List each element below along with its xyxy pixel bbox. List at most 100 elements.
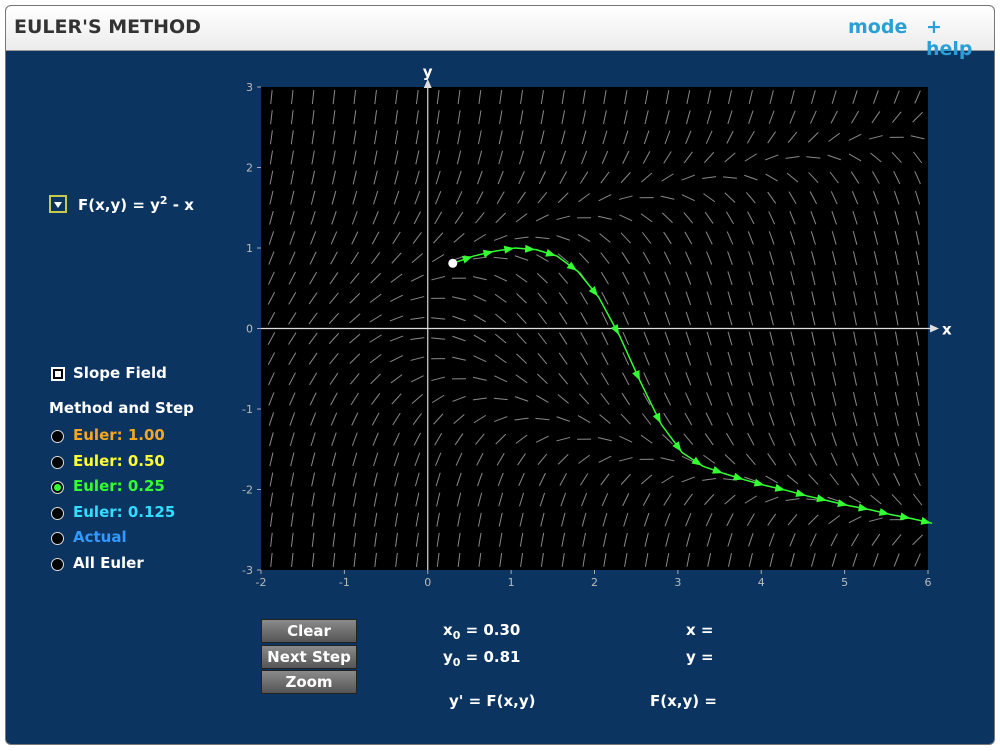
slope-segment <box>602 130 608 145</box>
method-radio[interactable] <box>51 481 64 494</box>
slope-segment <box>580 292 589 305</box>
slope-segment <box>395 90 398 105</box>
slope-segment <box>537 292 548 304</box>
slope-segment <box>683 433 694 445</box>
slope-segment <box>727 291 733 306</box>
slope-segment <box>790 271 795 286</box>
slope-segment <box>290 110 294 125</box>
slope-segment <box>727 331 733 346</box>
slope-segment <box>706 271 712 285</box>
slope-segment <box>894 432 900 447</box>
slope-segment <box>353 552 357 567</box>
slope-segment <box>623 532 628 547</box>
slope-segment <box>830 191 838 205</box>
slope-field-checkbox[interactable] <box>51 367 65 381</box>
slope-segment <box>768 432 776 446</box>
slope-segment <box>290 190 295 205</box>
slope-segment <box>661 475 674 484</box>
slope-segment <box>893 90 900 104</box>
mode-link[interactable]: mode <box>848 16 908 38</box>
slope-segment <box>540 130 545 145</box>
slope-segment <box>556 436 571 442</box>
slope-segment <box>288 332 297 345</box>
slope-segment <box>810 211 817 225</box>
method-radio[interactable] <box>51 506 64 520</box>
slope-segment <box>789 412 796 426</box>
slope-segment <box>538 171 546 185</box>
slope-segment <box>476 452 484 466</box>
method-label[interactable]: All Euler <box>73 553 144 572</box>
slope-segment <box>415 492 420 507</box>
slope-segment <box>291 90 294 105</box>
method-radio[interactable] <box>51 430 64 443</box>
slope-segment <box>622 493 630 507</box>
slope-segment <box>499 532 503 547</box>
slope-segment <box>415 130 420 145</box>
slope-segment <box>289 231 296 245</box>
slope-segment <box>910 135 925 140</box>
slope-segment <box>537 191 548 204</box>
slope-field-label[interactable]: Slope Field <box>73 364 167 382</box>
button[interactable]: Next Step <box>261 644 357 669</box>
slope-segment <box>413 432 421 446</box>
button[interactable]: Clear <box>261 619 357 643</box>
slope-segment <box>788 453 797 466</box>
y0-readout: y0 = 0.81 <box>443 648 520 669</box>
slope-segment <box>790 371 795 386</box>
slope-segment <box>414 190 421 205</box>
slope-segment <box>620 232 631 244</box>
slope-segment <box>681 194 695 202</box>
slope-segment <box>808 132 819 143</box>
slope-segment <box>558 352 568 365</box>
slope-segment <box>496 191 505 204</box>
equation-label: y' = F(x,y) <box>449 692 536 710</box>
slope-segment <box>706 532 712 547</box>
method-radio[interactable] <box>51 532 64 545</box>
slope-segment <box>310 412 317 426</box>
slope-segment <box>269 452 274 467</box>
y0-sub: 0 <box>452 656 461 669</box>
slope-segment <box>580 332 588 345</box>
slope-segment <box>472 256 487 260</box>
slope-segment <box>621 251 630 265</box>
slope-segment <box>473 414 487 424</box>
method-radio[interactable] <box>51 455 64 469</box>
slope-segment <box>790 311 795 326</box>
slope-segment <box>643 372 651 386</box>
slope-segment <box>702 478 717 481</box>
function-dropdown[interactable] <box>49 195 67 213</box>
slope-segment <box>332 552 336 567</box>
slope-segment <box>685 351 692 366</box>
slope-segment <box>685 311 691 326</box>
slope-segment <box>559 473 568 486</box>
slope-segment <box>455 191 463 205</box>
slope-segment <box>683 493 693 506</box>
slope-segment <box>478 532 482 547</box>
slope-segment <box>493 397 508 401</box>
slope-segment <box>435 191 442 205</box>
slope-segment <box>332 90 336 105</box>
slope-segment <box>811 331 816 346</box>
method-radio[interactable] <box>51 557 64 571</box>
slope-segment <box>809 452 818 466</box>
slope-segment <box>765 475 778 484</box>
help-link[interactable]: + help <box>926 16 973 60</box>
euler-step <box>899 512 911 521</box>
method-label[interactable]: Euler: 0.50 <box>73 451 165 470</box>
slope-segment <box>270 532 273 547</box>
method-label[interactable]: Euler: 0.25 <box>73 477 165 495</box>
method-label[interactable]: Euler: 1.00 <box>73 426 165 444</box>
method-label[interactable]: Actual <box>73 528 127 546</box>
method-label[interactable]: Euler: 0.125 <box>73 502 176 521</box>
slope-segment <box>748 331 754 346</box>
slope-segment <box>472 276 487 281</box>
slope-segment <box>811 392 816 406</box>
slope-segment <box>268 231 275 245</box>
slope-segment <box>686 90 691 105</box>
slope-segment <box>725 211 735 225</box>
slope-segment <box>393 432 400 446</box>
slope-segment <box>602 110 607 125</box>
slope-segment <box>581 492 588 507</box>
button[interactable]: Zoom <box>261 670 357 694</box>
slope-segment <box>494 375 508 383</box>
